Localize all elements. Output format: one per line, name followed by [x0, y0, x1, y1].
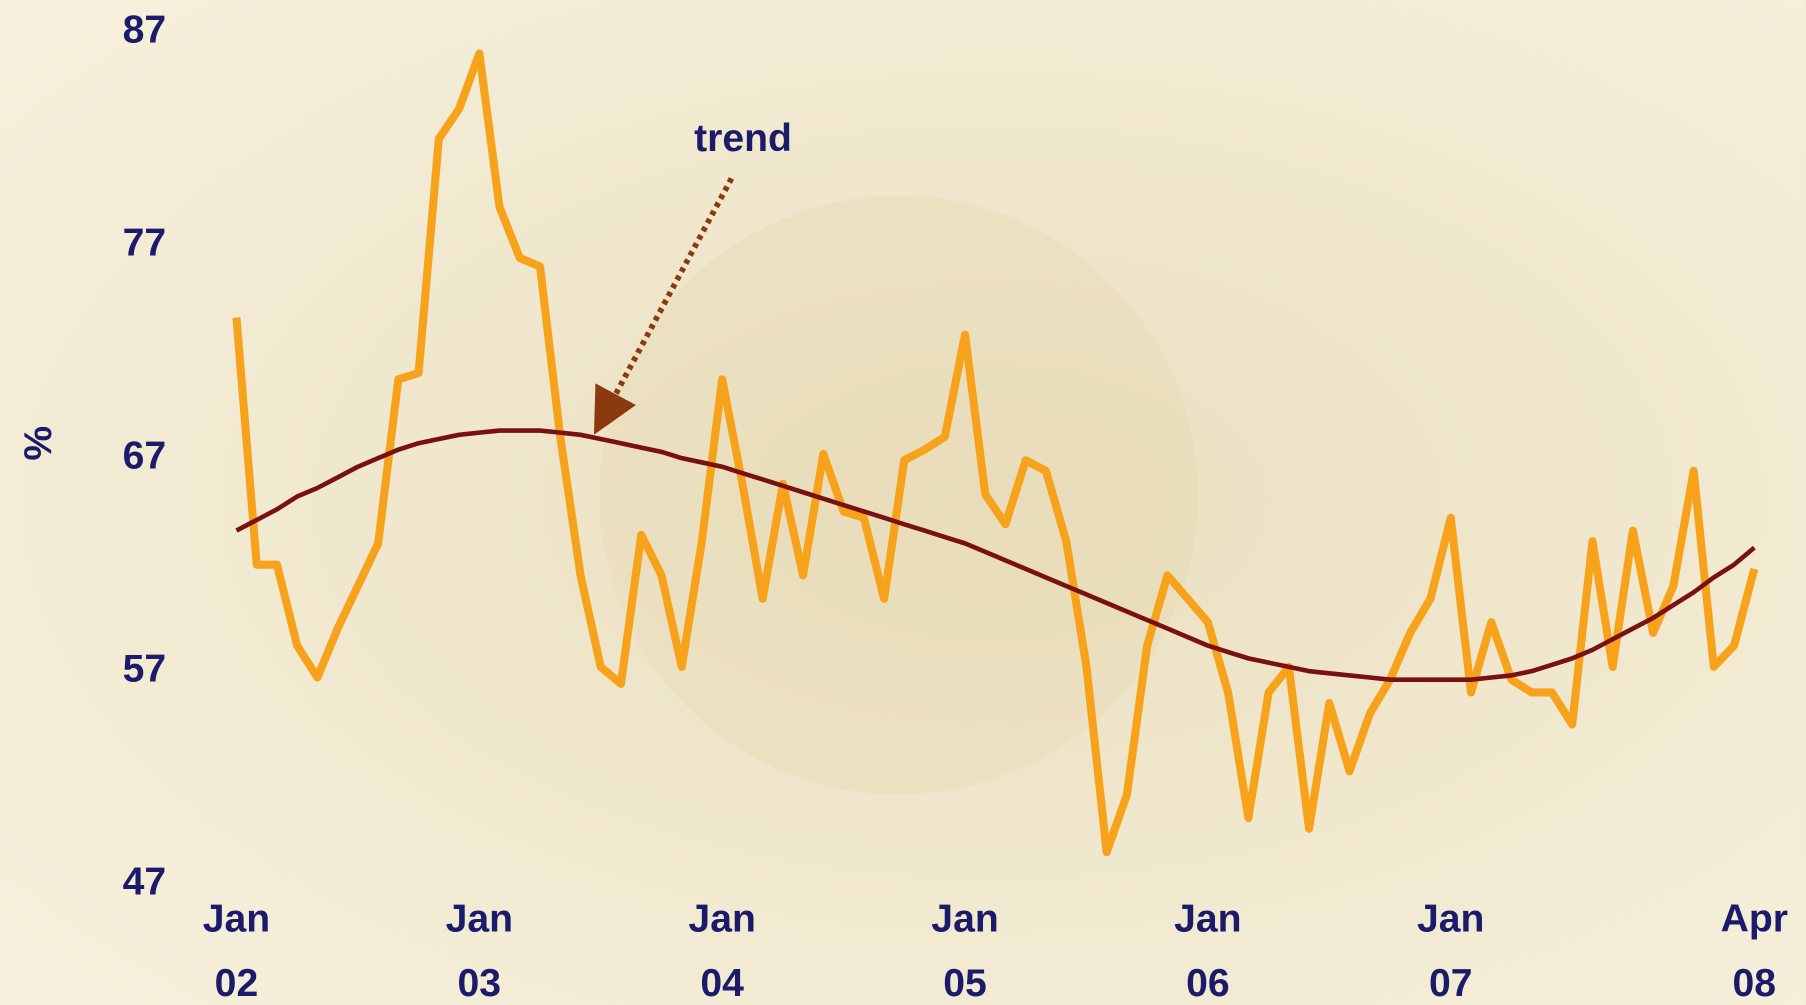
x-tick-label: Jan 05 [913, 886, 1017, 1005]
x-tick: Jan 02 [185, 886, 289, 1005]
page: {"chart_data": {"type": "line", "y_label… [0, 0, 1806, 1005]
x-tick: Apr 08 [1703, 886, 1806, 1005]
annotation: trend [694, 117, 792, 160]
y-tick-label: 47 [123, 860, 167, 903]
x-tick-label: Jan 04 [670, 886, 774, 1005]
x-tick: Jan 07 [1399, 886, 1503, 1005]
chart: % trend 47 57 67 77 87 Jan 02 Jan 03 Jan 04 Jan … [0, 0, 1806, 1005]
x-tick: Jan 03 [427, 886, 531, 1005]
x-tick-label: Jan 02 [185, 886, 289, 1005]
x-tick: Jan 06 [1156, 886, 1260, 1005]
x-tick-label: Apr 08 [1703, 886, 1806, 1005]
x-tick: Jan 05 [913, 886, 1017, 1005]
x-tick-label: Jan 07 [1399, 886, 1503, 1005]
x-tick-label: Jan 03 [427, 886, 531, 1005]
x-tick: Jan 04 [670, 886, 774, 1005]
y-tick-label: 87 [123, 9, 167, 52]
y-tick-label: 67 [123, 435, 167, 478]
y-tick-label: 77 [123, 222, 167, 265]
y-axis-label: % [17, 426, 60, 461]
y-tick-label: 57 [123, 647, 167, 690]
x-tick-label: Jan 06 [1156, 886, 1260, 1005]
